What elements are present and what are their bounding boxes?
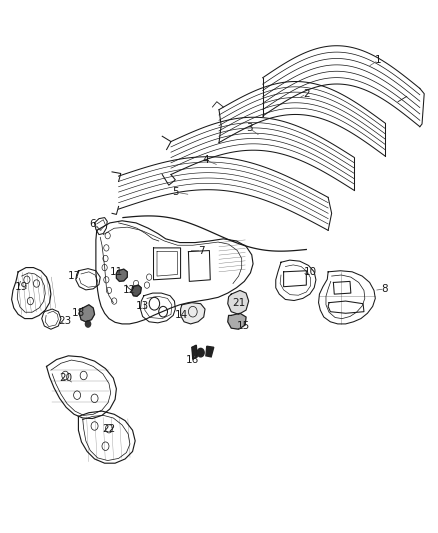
Text: 23: 23 bbox=[59, 316, 72, 326]
Polygon shape bbox=[192, 345, 197, 359]
Polygon shape bbox=[79, 305, 95, 322]
Text: 13: 13 bbox=[136, 301, 149, 311]
Text: 12: 12 bbox=[123, 286, 136, 295]
Text: 18: 18 bbox=[72, 308, 85, 318]
Text: 19: 19 bbox=[15, 282, 28, 292]
Text: 3: 3 bbox=[246, 123, 253, 133]
Text: 22: 22 bbox=[102, 424, 116, 434]
Polygon shape bbox=[228, 313, 246, 329]
Text: 16: 16 bbox=[186, 354, 199, 365]
Polygon shape bbox=[180, 303, 205, 324]
Text: 15: 15 bbox=[237, 321, 250, 331]
Text: 2: 2 bbox=[303, 88, 310, 99]
Text: 5: 5 bbox=[172, 187, 179, 197]
Polygon shape bbox=[228, 290, 249, 314]
Text: 20: 20 bbox=[59, 373, 72, 383]
Text: 7: 7 bbox=[198, 246, 205, 255]
Circle shape bbox=[85, 321, 91, 327]
Text: 11: 11 bbox=[110, 267, 123, 277]
Polygon shape bbox=[132, 285, 141, 296]
Circle shape bbox=[197, 349, 204, 357]
Polygon shape bbox=[206, 346, 214, 357]
Text: 4: 4 bbox=[203, 155, 209, 165]
Text: 10: 10 bbox=[304, 267, 317, 277]
Text: 21: 21 bbox=[232, 297, 245, 308]
Text: 17: 17 bbox=[67, 271, 81, 281]
Text: 6: 6 bbox=[89, 219, 95, 229]
Text: 14: 14 bbox=[175, 310, 188, 320]
Text: 8: 8 bbox=[381, 284, 388, 294]
Text: 1: 1 bbox=[375, 55, 381, 65]
Polygon shape bbox=[117, 269, 127, 281]
